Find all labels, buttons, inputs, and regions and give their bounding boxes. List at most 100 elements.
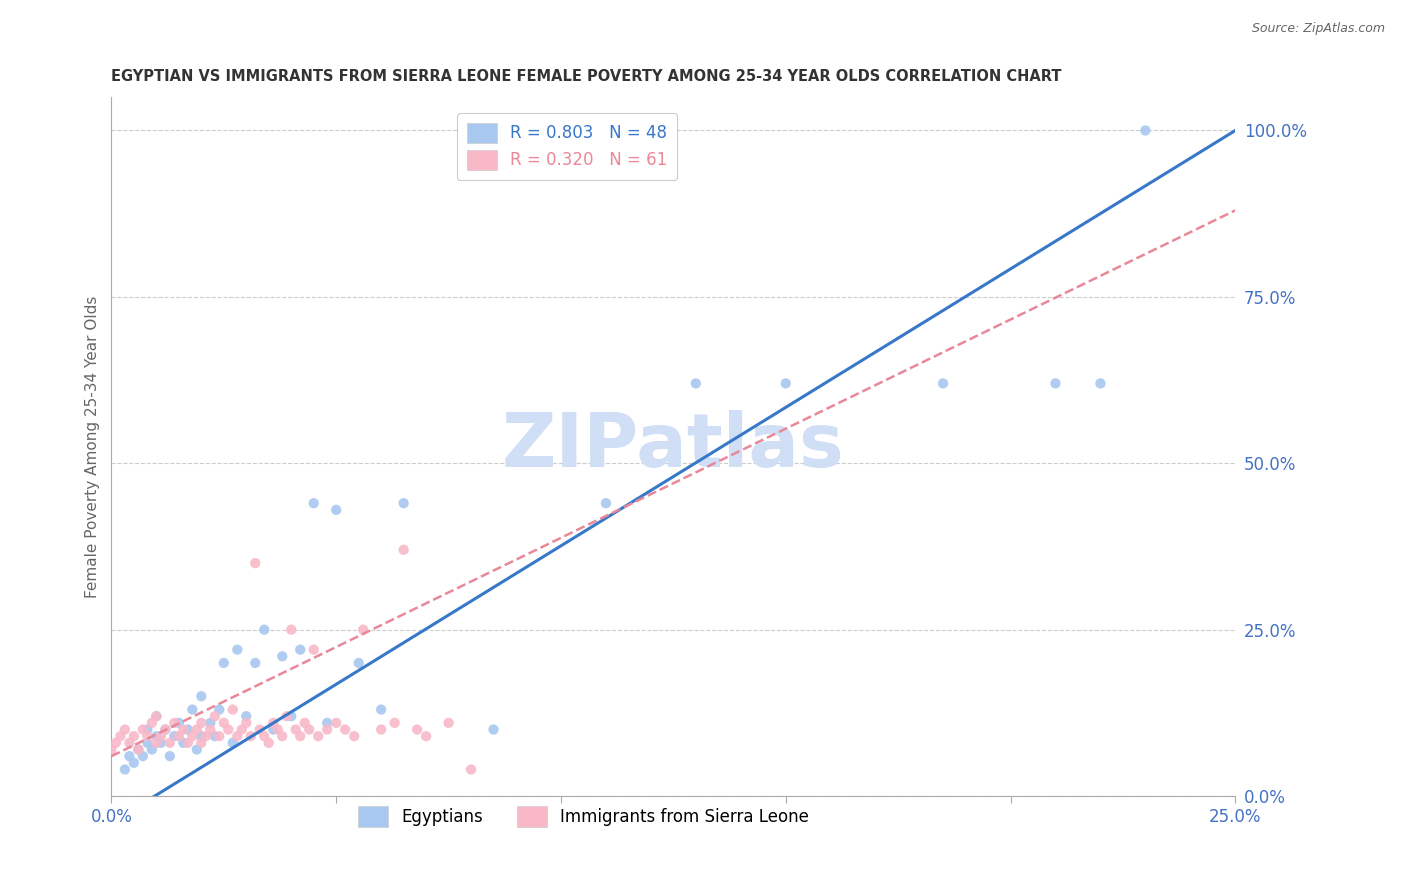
Point [437, 715, 460, 730]
Point [190, 729, 212, 743]
Point [298, 723, 321, 737]
Point [276, 709, 298, 723]
Point [212, 656, 235, 670]
Point [245, 556, 267, 570]
Point [155, 723, 177, 737]
Text: Source: ZipAtlas.com: Source: ZipAtlas.com [1251, 22, 1385, 36]
Point [226, 642, 249, 657]
Point [190, 736, 212, 750]
Point [149, 736, 172, 750]
Point [177, 723, 200, 737]
Point [190, 690, 212, 704]
Point [226, 729, 249, 743]
Point [316, 723, 339, 737]
Point [141, 742, 163, 756]
Point [235, 715, 257, 730]
Point [325, 715, 347, 730]
Point [1045, 376, 1067, 391]
Point [235, 709, 257, 723]
Point [132, 749, 155, 764]
Point [204, 729, 226, 743]
Point [262, 723, 284, 737]
Point [132, 723, 155, 737]
Point [222, 702, 245, 716]
Point [280, 709, 302, 723]
Point [194, 729, 217, 743]
Point [294, 715, 316, 730]
Point [775, 376, 797, 391]
Point [122, 756, 145, 770]
Point [271, 729, 294, 743]
Point [290, 729, 312, 743]
Point [290, 642, 312, 657]
Point [136, 723, 159, 737]
Text: EGYPTIAN VS IMMIGRANTS FROM SIERRA LEONE FEMALE POVERTY AMONG 25-34 YEAR OLDS CO: EGYPTIAN VS IMMIGRANTS FROM SIERRA LEONE… [111, 69, 1062, 84]
Point [200, 715, 222, 730]
Point [302, 496, 325, 510]
Point [145, 709, 167, 723]
Point [127, 742, 149, 756]
Point [127, 742, 149, 756]
Y-axis label: Female Poverty Among 25-34 Year Olds: Female Poverty Among 25-34 Year Olds [86, 295, 100, 598]
Point [384, 715, 406, 730]
Point [217, 723, 239, 737]
Point [307, 729, 329, 743]
Point [104, 736, 127, 750]
Point [159, 736, 181, 750]
Point [100, 742, 122, 756]
Point [370, 702, 392, 716]
Legend: Egyptians, Immigrants from Sierra Leone: Egyptians, Immigrants from Sierra Leone [352, 799, 815, 833]
Point [122, 729, 145, 743]
Point [155, 723, 177, 737]
Point [163, 729, 186, 743]
Point [245, 656, 267, 670]
Point [208, 702, 231, 716]
Point [406, 723, 429, 737]
Point [204, 709, 226, 723]
Point [186, 723, 208, 737]
Point [231, 723, 253, 737]
Point [280, 623, 302, 637]
Point [212, 715, 235, 730]
Point [370, 723, 392, 737]
Point [335, 723, 357, 737]
Point [325, 503, 347, 517]
Point [222, 736, 245, 750]
Point [181, 702, 204, 716]
Point [239, 729, 262, 743]
Point [1090, 376, 1112, 391]
Point [172, 736, 194, 750]
Point [167, 729, 190, 743]
Point [343, 729, 366, 743]
Point [136, 729, 159, 743]
Point [253, 623, 276, 637]
Point [208, 729, 231, 743]
Point [271, 649, 294, 664]
Point [167, 715, 190, 730]
Point [186, 742, 208, 756]
Point [302, 642, 325, 657]
Point [460, 763, 482, 777]
Point [159, 749, 181, 764]
Point [136, 736, 159, 750]
Point [118, 736, 141, 750]
Point [257, 736, 280, 750]
Point [392, 542, 415, 557]
Point [141, 715, 163, 730]
Point [114, 763, 136, 777]
Point [163, 715, 186, 730]
Point [595, 496, 617, 510]
Text: ZIPatlas: ZIPatlas [502, 410, 845, 483]
Point [172, 723, 194, 737]
Point [415, 729, 437, 743]
Point [932, 376, 955, 391]
Point [145, 736, 167, 750]
Point [685, 376, 707, 391]
Point [392, 496, 415, 510]
Point [200, 723, 222, 737]
Point [284, 723, 307, 737]
Point [1135, 123, 1157, 137]
Point [267, 723, 290, 737]
Point [352, 623, 374, 637]
Point [190, 715, 212, 730]
